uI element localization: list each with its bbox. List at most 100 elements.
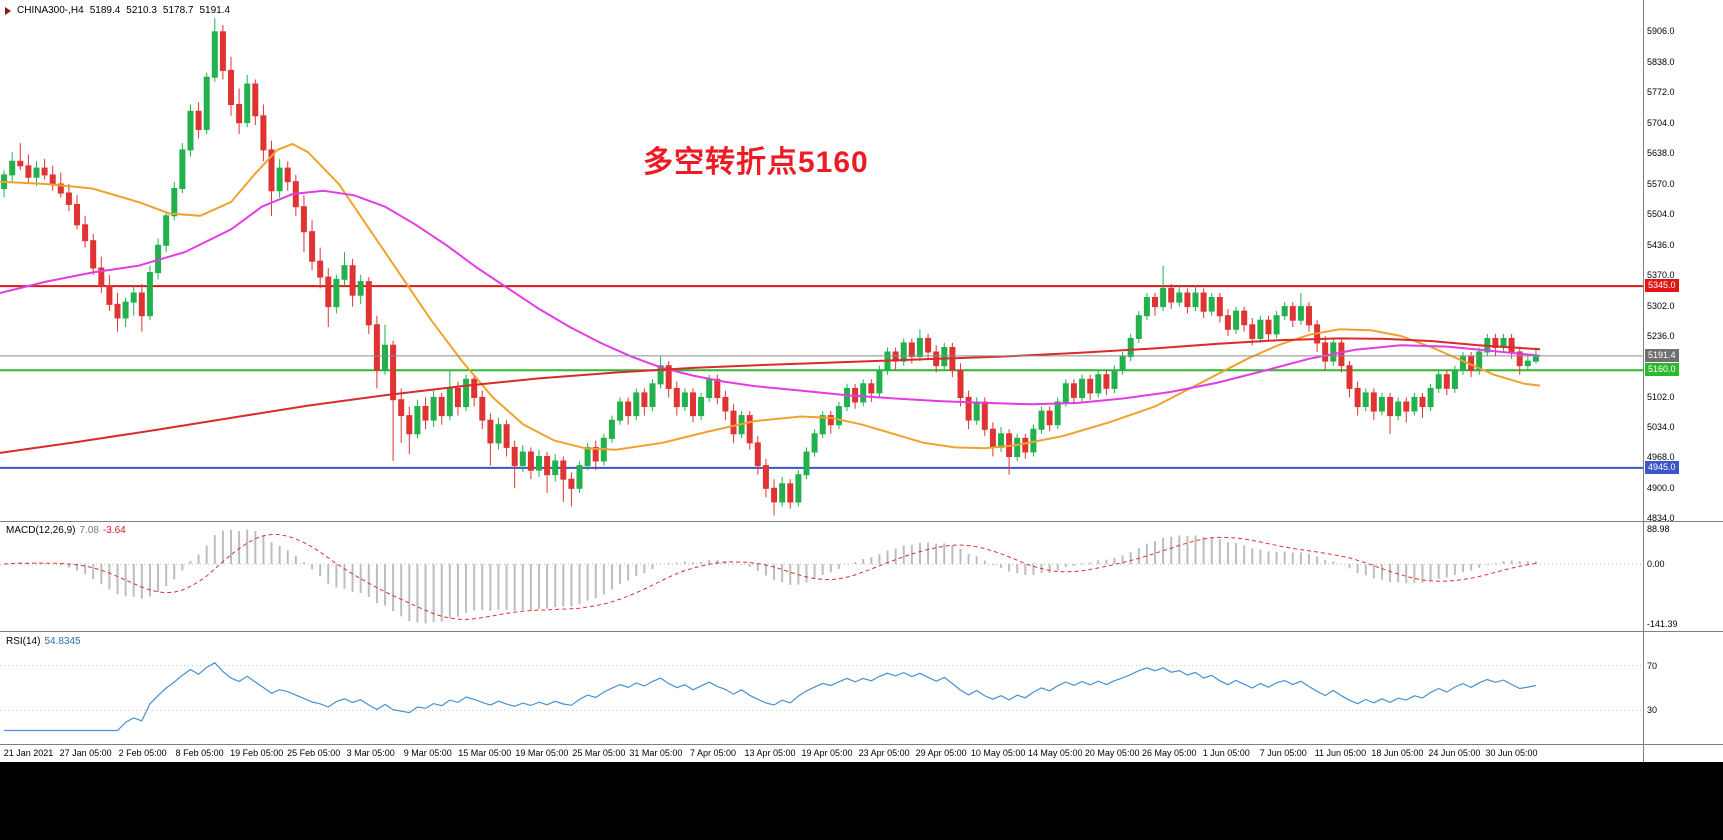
- candle-body: [1079, 378, 1086, 398]
- bottom-bar: [0, 762, 1723, 840]
- candle-body: [284, 167, 291, 183]
- candle-body: [98, 267, 105, 287]
- candle-body: [25, 165, 32, 178]
- candle-body: [268, 149, 275, 192]
- candle-body: [803, 451, 810, 476]
- candle-body: [973, 401, 980, 421]
- candle-body: [819, 415, 826, 435]
- candle-body: [1216, 297, 1223, 317]
- candle-body: [365, 281, 372, 326]
- candle-body: [1103, 374, 1110, 389]
- price-tick: 5102.0: [1647, 391, 1675, 402]
- candle-body: [1362, 392, 1369, 407]
- candle-body: [90, 240, 97, 269]
- candle-body: [1233, 310, 1240, 330]
- rsi-name: RSI(14): [6, 636, 41, 647]
- candle-body: [1378, 396, 1385, 412]
- ohlc-close: 5191.4: [199, 5, 231, 16]
- candle-body: [941, 347, 948, 367]
- candle-body: [57, 183, 64, 194]
- time-label: 1 Jun 05:00: [1202, 748, 1250, 758]
- time-label: 13 Apr 05:00: [744, 748, 796, 758]
- time-label: 14 May 05:00: [1027, 748, 1083, 758]
- candle-body: [487, 419, 494, 444]
- time-label: 11 Jun 05:00: [1314, 748, 1367, 758]
- candle-body: [1168, 287, 1175, 303]
- candle-body: [1443, 374, 1450, 389]
- candle-body: [9, 160, 16, 176]
- rsi-label: RSI(14) 54.8345: [6, 636, 81, 647]
- candle-body: [195, 110, 202, 131]
- macd-axis[interactable]: 88.98 0.00 -141.39: [1644, 522, 1723, 631]
- macd-pane[interactable]: [0, 522, 1643, 631]
- ohlc-open: 5189.4: [89, 5, 121, 16]
- candle-body: [1476, 351, 1483, 371]
- candle-body: [762, 465, 769, 489]
- candle-body: [382, 344, 388, 371]
- candle-body: [1508, 337, 1515, 353]
- candle-body: [228, 69, 234, 105]
- price-tick: 5370.0: [1647, 269, 1675, 280]
- rsi-pane[interactable]: [0, 632, 1643, 744]
- price-axis[interactable]: 5906.0 5838.0 5772.0 5704.0 5638.0 5570.0 5504…: [1644, 0, 1723, 523]
- rsi-level-label: 70: [1647, 660, 1658, 671]
- time-label: 25 Feb 05:00: [287, 748, 341, 758]
- candle-body: [1184, 292, 1191, 308]
- time-axis[interactable]: 21 Jan 2021 27 Jan 05:00 2 Feb 05:00 8 Feb …: [0, 745, 1643, 762]
- candle-body: [665, 365, 672, 389]
- time-label: 18 Jun 05:00: [1371, 748, 1424, 758]
- candle-body: [1192, 292, 1199, 308]
- price-tick: 5504.0: [1647, 208, 1675, 219]
- candle-body: [511, 446, 518, 467]
- candle-body: [1143, 297, 1150, 317]
- candle-body: [1370, 392, 1377, 412]
- time-label: 19 Feb 05:00: [230, 748, 284, 758]
- candle-body: [276, 167, 283, 192]
- candle-body: [333, 278, 340, 308]
- candle-body: [430, 396, 437, 421]
- candle-body: [722, 396, 729, 412]
- candle-body: [1419, 396, 1426, 407]
- candle-body: [827, 415, 834, 426]
- pane-separator-rsi[interactable]: [0, 631, 1723, 632]
- price-tick: 5034.0: [1647, 422, 1675, 433]
- candle-body: [33, 167, 40, 178]
- candle-body: [1160, 287, 1167, 308]
- candle-body: [187, 110, 194, 151]
- candle-body: [1241, 310, 1248, 326]
- candle-body: [860, 383, 867, 403]
- macd-axis-tick: 88.98: [1647, 524, 1670, 534]
- rsi-level-label: 30: [1647, 705, 1658, 716]
- candle-body: [1435, 374, 1442, 389]
- chart-annotation: 多空转折点5160: [643, 146, 869, 179]
- candle-body: [1395, 401, 1402, 417]
- candle-body: [649, 383, 656, 407]
- candle-body: [1516, 351, 1523, 367]
- candle-body: [706, 378, 713, 398]
- price-tick: 4968.0: [1647, 452, 1675, 463]
- candle-body: [1038, 410, 1045, 430]
- price-tick: 5906.0: [1647, 26, 1675, 37]
- ohlc-low: 5178.7: [162, 5, 194, 16]
- candle-body: [957, 369, 964, 399]
- candle-body: [625, 401, 632, 417]
- candle-body: [771, 487, 778, 503]
- candle-body: [673, 387, 680, 408]
- candle-body: [568, 478, 575, 489]
- ma-mid-magenta: [0, 189, 1541, 406]
- support-line-badge: 4945.0: [1645, 460, 1679, 474]
- symbol-title: CHINA300-,H4: [17, 5, 84, 16]
- pane-separator-macd[interactable]: [0, 521, 1723, 522]
- candle-body: [49, 174, 56, 185]
- rsi-axis[interactable]: 70 30: [1644, 632, 1723, 744]
- candle-body: [730, 410, 737, 435]
- pivot-line-badge: 5160.0: [1645, 363, 1679, 377]
- candle-body: [998, 433, 1004, 448]
- main-price-chart[interactable]: [0, 0, 1643, 521]
- candle-body: [317, 260, 324, 278]
- candle-body: [1046, 410, 1053, 426]
- price-tick: 5638.0: [1647, 148, 1675, 159]
- candle-body: [714, 378, 721, 398]
- time-label: 26 May 05:00: [1142, 748, 1197, 758]
